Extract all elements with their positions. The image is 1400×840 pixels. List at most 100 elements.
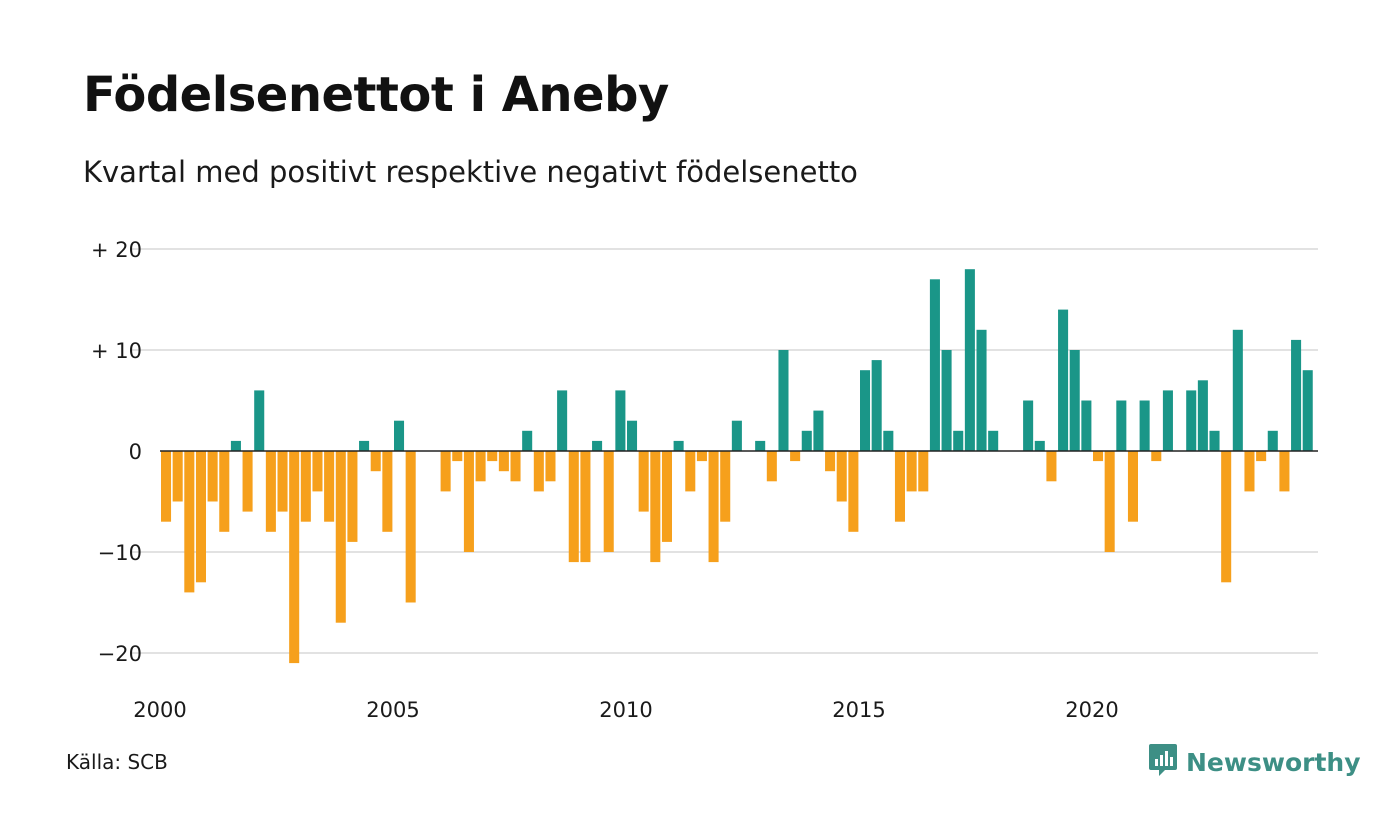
bar-negative (906, 451, 917, 492)
bar-negative (848, 451, 859, 532)
bar-negative (918, 451, 929, 492)
bar-negative (650, 451, 661, 563)
brand-name: Newsworthy (1186, 747, 1361, 777)
bar-negative (1279, 451, 1290, 492)
bar-positive (778, 350, 789, 451)
bar-positive (1081, 400, 1092, 451)
bar-negative (324, 451, 335, 522)
x-tick-label: 2010 (599, 698, 652, 722)
bar-negative (405, 451, 416, 603)
bar-negative (1127, 451, 1138, 522)
bar-positive (1116, 400, 1127, 451)
y-tick-label: −10 (98, 541, 142, 565)
bar-negative (1093, 451, 1104, 462)
bar-negative (195, 451, 206, 583)
bar-negative (463, 451, 474, 552)
bar-positive (929, 279, 940, 451)
bar-negative (1104, 451, 1115, 552)
bar-negative (1221, 451, 1232, 583)
bar-positive (871, 360, 882, 451)
y-tick-label: −20 (98, 642, 142, 666)
bar-positive (1197, 380, 1208, 451)
bar-positive (1139, 400, 1150, 451)
bar-negative (487, 451, 498, 462)
bar-positive (1267, 430, 1278, 451)
bar-negative (219, 451, 230, 532)
bar-negative (533, 451, 544, 492)
bar-positive (673, 440, 684, 451)
x-tick-label: 2000 (133, 698, 186, 722)
bar-positive (359, 440, 370, 451)
bar-negative (370, 451, 381, 472)
bar-negative (382, 451, 393, 532)
chart-subtitle: Kvartal med positivt respektive negativt… (83, 155, 858, 189)
bar-positive (813, 410, 824, 451)
bar-positive (592, 440, 603, 451)
bar-negative (825, 451, 836, 472)
bar-positive (1291, 339, 1302, 451)
bar-positive (1186, 390, 1197, 451)
bar-negative (440, 451, 451, 492)
source-note: Källa: SCB (66, 750, 168, 774)
bar-negative (277, 451, 288, 512)
bar-negative (475, 451, 486, 482)
bar-negative (510, 451, 521, 482)
y-tick-label: 0 (129, 440, 142, 464)
x-tick-label: 2015 (832, 698, 885, 722)
bar-negative (207, 451, 218, 502)
bar-negative (545, 451, 556, 482)
bar-positive (1162, 390, 1173, 451)
bar-positive (522, 430, 533, 451)
y-tick-label: + 10 (91, 339, 142, 363)
bar-negative (265, 451, 276, 532)
bar-negative (498, 451, 509, 472)
bar-negative (836, 451, 847, 502)
bar-positive (883, 430, 894, 451)
bar-positive (1034, 440, 1045, 451)
bar-negative (347, 451, 358, 542)
bar-chart: + 20 + 10 0 −10 −20 2000 2005 2010 2015 2020 (91, 238, 1318, 722)
bar-positive (627, 420, 638, 451)
bar-negative (289, 451, 300, 664)
bar-positive (964, 269, 975, 451)
bar-negative (312, 451, 323, 492)
bar-negative (580, 451, 591, 563)
bar-positive (801, 430, 812, 451)
bar-positive (557, 390, 568, 451)
bar-negative (1244, 451, 1255, 492)
bar-positive (1069, 350, 1080, 451)
bar-negative (184, 451, 195, 593)
bar-positive (976, 329, 987, 451)
bar-negative (568, 451, 579, 563)
y-tick-label: + 20 (91, 238, 142, 262)
bar-positive (254, 390, 265, 451)
bar-positive (755, 440, 766, 451)
bar-positive (988, 430, 999, 451)
brand-logo[interactable]: Newsworthy (1148, 742, 1361, 782)
bar-positive (394, 420, 405, 451)
bar-negative (790, 451, 801, 462)
bar-negative (1046, 451, 1057, 482)
x-tick-label: 2005 (366, 698, 419, 722)
bar-positive (731, 420, 742, 451)
bar-negative (685, 451, 696, 492)
x-tick-label: 2020 (1065, 698, 1118, 722)
bar-negative (661, 451, 672, 542)
bar-negative (1256, 451, 1267, 462)
bar-negative (720, 451, 731, 522)
bar-positive (953, 430, 964, 451)
bar-negative (300, 451, 311, 522)
bar-negative (452, 451, 463, 462)
bar-negative (894, 451, 905, 522)
bar-negative (335, 451, 346, 623)
bar-positive (1023, 400, 1034, 451)
bar-positive (1209, 430, 1220, 451)
chart-title: Födelsenettot i Aneby (83, 67, 669, 123)
bar-negative (708, 451, 719, 563)
bar-negative (638, 451, 649, 512)
bar-positive (1232, 329, 1243, 451)
bar-negative (1151, 451, 1162, 462)
newsworthy-chart-bubble-icon (1148, 742, 1178, 782)
bar-negative (696, 451, 707, 462)
bar-positive (230, 440, 241, 451)
